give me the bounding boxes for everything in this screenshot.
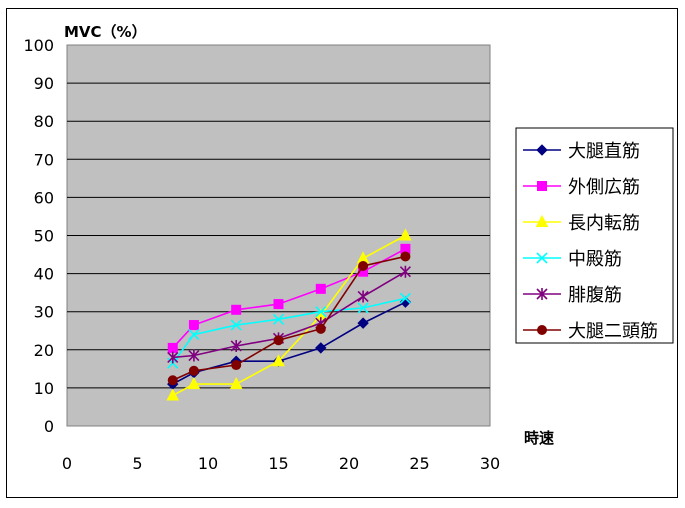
legend-label: 大腿二頭筋 [568, 321, 658, 342]
x-tick-label: 15 [268, 454, 288, 473]
y-tick-label: 40 [34, 265, 54, 284]
x-tick-label: 5 [132, 454, 142, 473]
data-point [231, 304, 242, 315]
y-tick-label: 0 [44, 417, 54, 436]
data-point [537, 181, 547, 191]
data-point [357, 317, 369, 329]
y-tick-label: 80 [34, 112, 54, 131]
data-point [188, 320, 199, 331]
data-point [536, 252, 548, 264]
data-point [536, 288, 548, 300]
legend-entry: 長内転筋 [523, 213, 640, 234]
y-tick-labels: 0 10 20 30 40 50 60 70 80 90 100 [23, 36, 54, 436]
y-tick-label: 10 [34, 379, 54, 398]
data-point [399, 292, 411, 304]
legend-label: 大腿直筋 [568, 141, 640, 162]
data-point [358, 260, 369, 271]
data-point [399, 265, 411, 278]
data-point [167, 342, 178, 353]
data-point [273, 299, 284, 310]
x-tick-label: 20 [339, 454, 359, 473]
series-4 [167, 292, 411, 369]
x-tick-labels: 0 5 10 15 20 25 30 [62, 454, 500, 473]
data-point [230, 339, 242, 352]
data-point [399, 228, 412, 241]
data-point [187, 377, 201, 390]
data-point [231, 360, 242, 371]
legend-entry: 腓腹筋 [523, 285, 622, 306]
legend-box [515, 127, 674, 344]
data-point [315, 283, 326, 294]
data-point [230, 319, 242, 331]
x-tick-label: 25 [409, 454, 429, 473]
legend-entry: 大腿二頭筋 [523, 321, 658, 342]
legend-label: 長内転筋 [568, 213, 640, 234]
legend-label: 外側広筋 [568, 177, 640, 198]
data-point [357, 290, 369, 303]
grid-lines [67, 82, 490, 389]
data-point [188, 328, 200, 341]
x-tick-label: 30 [480, 454, 500, 473]
x-tick-label: 10 [198, 454, 218, 473]
data-point [188, 349, 200, 362]
series-2 [167, 243, 411, 353]
data-point [272, 354, 285, 367]
legend-label: 腓腹筋 [568, 285, 622, 306]
data-point [315, 306, 327, 318]
data-point [229, 377, 243, 390]
data-point [357, 302, 369, 314]
data-point [188, 365, 199, 376]
y-tick-label: 50 [34, 227, 54, 246]
x-tick-label: 0 [62, 454, 72, 473]
legend-entry: 大腿直筋 [523, 141, 640, 162]
data-point [537, 325, 547, 335]
y-tick-label: 30 [34, 303, 54, 322]
y-tick-label: 70 [34, 150, 54, 169]
legend-entry: 中殿筋 [523, 249, 622, 270]
series-6 [167, 251, 411, 386]
data-point [273, 335, 284, 346]
data-point [400, 251, 411, 262]
data-point [535, 214, 549, 227]
data-point [167, 351, 179, 364]
data-point [166, 388, 180, 401]
legend-entry: 外側広筋 [523, 177, 640, 198]
data-point [315, 323, 326, 334]
y-tick-label: 60 [34, 188, 54, 207]
legend-label: 中殿筋 [568, 249, 622, 270]
y-tick-label: 20 [34, 341, 54, 360]
y-axis-title: MVC（%） [64, 23, 147, 41]
y-tick-label: 100 [23, 36, 54, 55]
x-axis-title: 時速 [524, 429, 554, 447]
data-point [315, 342, 327, 354]
series-layer [166, 228, 412, 401]
data-point [272, 313, 285, 325]
y-tick-label: 90 [34, 74, 54, 93]
data-point [167, 375, 178, 386]
data-point [536, 144, 548, 156]
